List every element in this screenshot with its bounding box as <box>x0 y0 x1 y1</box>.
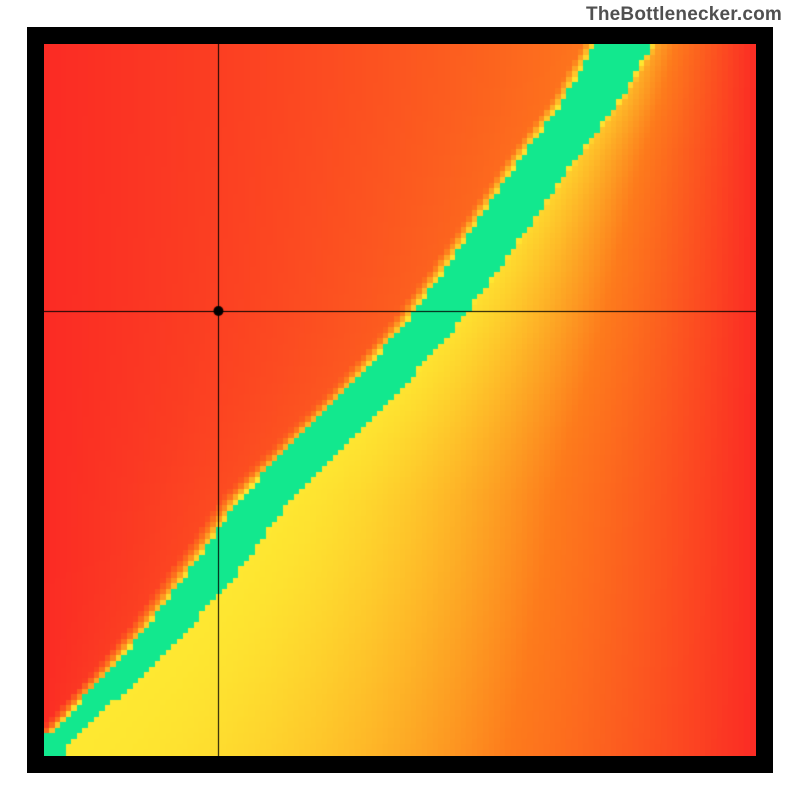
attribution-label: TheBottlenecker.com <box>586 4 782 26</box>
bottleneck-heatmap <box>44 44 756 756</box>
plot-frame <box>27 27 773 773</box>
chart-container: TheBottlenecker.com <box>0 0 800 800</box>
